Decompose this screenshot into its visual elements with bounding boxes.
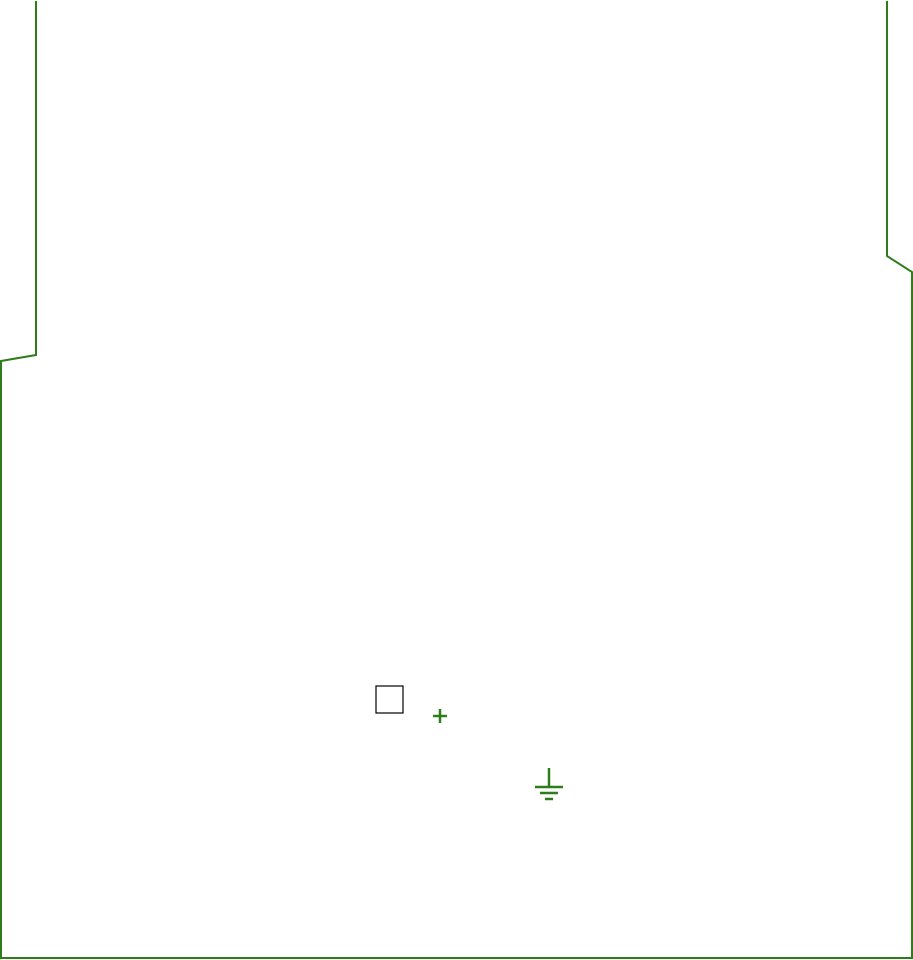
- vcc-plus-icon: [433, 709, 447, 723]
- pin1-square-marker: [375, 685, 404, 714]
- ground-icon: [535, 768, 563, 801]
